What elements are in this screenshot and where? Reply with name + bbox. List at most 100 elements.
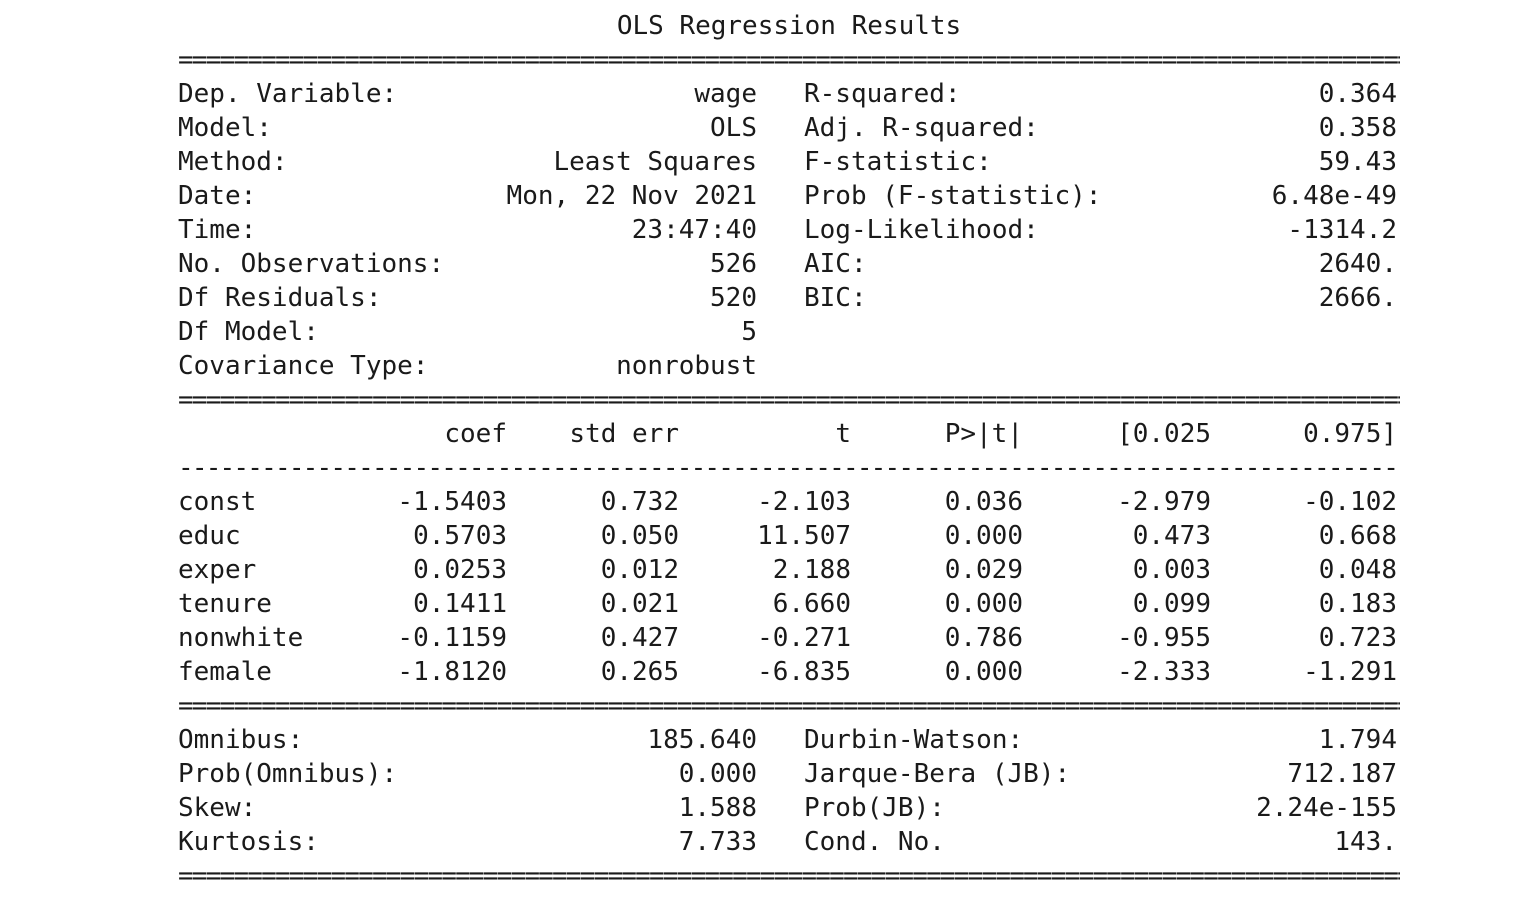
stat-value: 526 — [710, 249, 757, 279]
stat-value: 185.640 — [647, 725, 757, 755]
stat-value: 2.24e-155 — [1256, 793, 1397, 823]
t-value: -2.103 — [757, 487, 851, 517]
stat-label: Date: — [178, 181, 257, 211]
double-rule: ========================================… — [178, 385, 1400, 415]
model-info-row: Time: 23:47:40 Log-Likelihood: -1314.2 — [178, 213, 1400, 247]
coef-value: -1.8120 — [397, 657, 507, 687]
stat-label: Prob (F-statistic): — [804, 181, 1102, 211]
t-value: -6.835 — [757, 657, 851, 687]
stat-label: Dep. Variable: — [178, 79, 398, 109]
stat-value: 1.588 — [678, 793, 757, 823]
stat-value: 0.364 — [1318, 79, 1397, 109]
model-info-row: Df Residuals: 520 BIC: 2666. — [178, 281, 1400, 315]
std-err-value: 0.012 — [600, 555, 679, 585]
variable-name: tenure — [178, 589, 272, 619]
double-rule: ========================================… — [178, 45, 1400, 75]
stat-label: Omnibus: — [178, 725, 304, 755]
model-info-row: No. Observations: 526 AIC: 2640. — [178, 247, 1400, 281]
stat-value: 2640. — [1318, 249, 1397, 279]
header-p-value: P>|t| — [944, 419, 1023, 449]
single-rule: ----------------------------------------… — [178, 453, 1400, 483]
header-t: t — [835, 419, 851, 449]
ci-upper-value: 0.183 — [1318, 589, 1397, 619]
stat-value: 143. — [1334, 827, 1397, 857]
diagnostics-section: Omnibus: 185.640 Durbin-Watson: 1.794 Prob(O… — [178, 723, 1400, 859]
ci-lower-value: -0.955 — [1117, 623, 1211, 653]
model-info-row: Date: Mon, 22 Nov 2021 Prob (F-statistic):… — [178, 179, 1400, 213]
stat-value: Least Squares — [553, 147, 758, 177]
variable-name: const — [178, 487, 257, 517]
ci-lower-value: 0.099 — [1132, 589, 1211, 619]
coef-row: const -1.5403 0.732 -2.103 0.036 -2.979 -0.102 — [178, 485, 1400, 519]
std-err-value: 0.265 — [600, 657, 679, 687]
stat-label: Cond. No. — [804, 827, 945, 857]
stat-label: Log-Likelihood: — [804, 215, 1039, 245]
stat-value: 520 — [710, 283, 757, 313]
stat-value: 0.358 — [1318, 113, 1397, 143]
coef-row: educ 0.5703 0.050 11.507 0.000 0.473 0.668 — [178, 519, 1400, 553]
ci-upper-value: -1.291 — [1303, 657, 1397, 687]
std-err-value: 0.021 — [600, 589, 679, 619]
model-info-row: Method: Least Squares F-statistic: 59.43 — [178, 145, 1400, 179]
model-info-section: Dep. Variable: wage R-squared: 0.364 Model: O… — [178, 77, 1400, 383]
stat-label: BIC: — [804, 283, 867, 313]
stat-value: 5 — [741, 317, 757, 347]
ci-upper-value: 0.723 — [1318, 623, 1397, 653]
stat-value: wage — [694, 79, 757, 109]
header-coef: coef — [444, 419, 507, 449]
coef-value: 0.1411 — [413, 589, 507, 619]
ci-lower-value: -2.979 — [1117, 487, 1211, 517]
variable-name: female — [178, 657, 272, 687]
stat-value: 2666. — [1318, 283, 1397, 313]
t-value: 6.660 — [772, 589, 851, 619]
stat-label: Time: — [178, 215, 257, 245]
p-value: 0.036 — [944, 487, 1023, 517]
double-rule: ========================================… — [178, 861, 1400, 891]
ci-upper-value: -0.102 — [1303, 487, 1397, 517]
stat-value: 1.794 — [1318, 725, 1397, 755]
stat-label: R-squared: — [804, 79, 961, 109]
stat-label: Kurtosis: — [178, 827, 319, 857]
coef-value: 0.0253 — [413, 555, 507, 585]
variable-name: nonwhite — [178, 623, 304, 653]
ols-results-report: OLS Regression Results =================… — [178, 9, 1400, 893]
model-info-row: Df Model: 5 — [178, 315, 1400, 349]
std-err-value: 0.427 — [600, 623, 679, 653]
header-std-err: std err — [569, 419, 679, 449]
model-info-row: Model: OLS Adj. R-squared: 0.358 — [178, 111, 1400, 145]
stat-label: Jarque-Bera (JB): — [804, 759, 1071, 789]
stat-value: 7.733 — [678, 827, 757, 857]
p-value: 0.029 — [944, 555, 1023, 585]
ci-lower-value: 0.003 — [1132, 555, 1211, 585]
stat-label: Model: — [178, 113, 272, 143]
stat-value: 23:47:40 — [631, 215, 757, 245]
model-info-row: Dep. Variable: wage R-squared: 0.364 — [178, 77, 1400, 111]
p-value: 0.000 — [944, 657, 1023, 687]
diagnostics-row: Omnibus: 185.640 Durbin-Watson: 1.794 — [178, 723, 1400, 757]
header-ci-lower: [0.025 — [1117, 419, 1211, 449]
stat-label: Adj. R-squared: — [804, 113, 1039, 143]
variable-name: educ — [178, 521, 241, 551]
stat-label: Method: — [178, 147, 288, 177]
stat-label: Prob(Omnibus): — [178, 759, 398, 789]
ci-upper-value: 0.668 — [1318, 521, 1397, 551]
t-value: 11.507 — [757, 521, 851, 551]
coef-row: female -1.8120 0.265 -6.835 0.000 -2.333 -1.29… — [178, 655, 1400, 689]
t-value: -0.271 — [757, 623, 851, 653]
stat-label: AIC: — [804, 249, 867, 279]
p-value: 0.000 — [944, 589, 1023, 619]
coef-table-body: const -1.5403 0.732 -2.103 0.036 -2.979 -0.102… — [178, 485, 1400, 689]
stat-label: F-statistic: — [804, 147, 992, 177]
stat-label: Df Residuals: — [178, 283, 382, 313]
stat-value: Mon, 22 Nov 2021 — [506, 181, 757, 211]
diagnostics-row: Kurtosis: 7.733 Cond. No. 143. — [178, 825, 1400, 859]
coef-value: 0.5703 — [413, 521, 507, 551]
coef-row: nonwhite -0.1159 0.427 -0.271 0.786 -0.955 0.7… — [178, 621, 1400, 655]
stat-value: nonrobust — [616, 351, 757, 381]
stat-label: Df Model: — [178, 317, 319, 347]
coef-row: tenure 0.1411 0.021 6.660 0.000 0.099 0.183 — [178, 587, 1400, 621]
coef-value: -0.1159 — [397, 623, 507, 653]
stat-label: Skew: — [178, 793, 257, 823]
coef-header-row: coef std err t P>|t| [0.025 0.975] — [178, 417, 1400, 451]
double-rule: ========================================… — [178, 691, 1400, 721]
